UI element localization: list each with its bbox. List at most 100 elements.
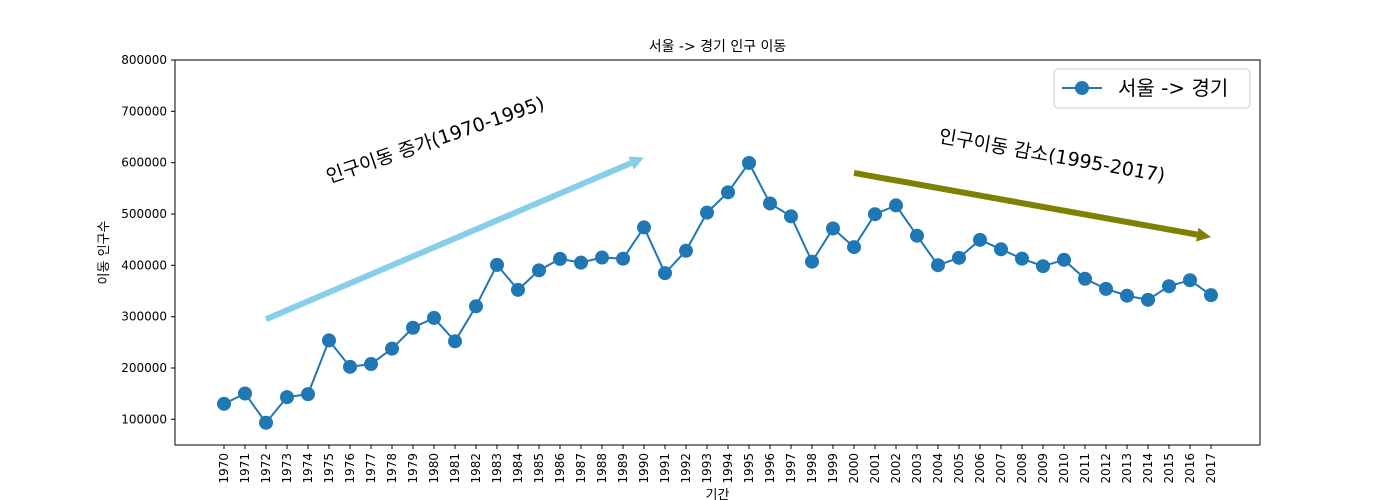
data-point [469, 299, 483, 314]
x-tick-label: 2005 [952, 453, 966, 484]
x-tick-label: 1992 [679, 453, 693, 484]
data-point [1120, 288, 1134, 303]
x-tick-label: 1983 [490, 453, 504, 484]
data-point [658, 266, 672, 281]
data-point [1183, 273, 1197, 288]
x-tick-label: 1998 [805, 453, 819, 484]
data-point [343, 359, 357, 374]
x-tick-label: 1982 [469, 453, 483, 484]
x-tick-label: 1976 [343, 453, 357, 484]
data-point [1015, 251, 1029, 266]
x-tick-label: 1990 [637, 453, 651, 484]
x-tick-label: 2013 [1120, 453, 1134, 484]
x-tick-label: 1991 [658, 453, 672, 484]
data-point [826, 221, 840, 236]
x-tick-label: 1988 [595, 453, 609, 484]
chart-title: 서울 -> 경기 인구 이동 [649, 39, 787, 55]
data-point [910, 228, 924, 243]
data-point [301, 387, 315, 402]
x-tick-label: 1972 [259, 453, 273, 484]
data-point [721, 185, 735, 200]
data-point [1162, 279, 1176, 294]
y-axis-title: 이동 인구수 [97, 220, 112, 284]
data-point [616, 251, 630, 266]
x-tick-label: 1995 [742, 453, 756, 484]
x-tick-label: 1989 [616, 453, 630, 484]
trend-arrow-head [1195, 227, 1211, 242]
data-point [280, 390, 294, 405]
data-point [1036, 259, 1050, 274]
x-tick-label: 1970 [217, 453, 231, 484]
x-tick-label: 2014 [1141, 453, 1155, 484]
plot-frame [174, 59, 1261, 446]
trend-arrow-shaft [853, 169, 1198, 238]
x-tick-label: 1979 [406, 453, 420, 484]
x-tick-label: 2008 [1015, 453, 1029, 484]
data-point [931, 258, 945, 273]
axis-ticks: 100000 200000 300000 400000 500000 600000 7000… [121, 53, 1218, 484]
y-tick-label: 200000 [121, 361, 167, 375]
legend-marker [1075, 81, 1089, 95]
x-tick-label: 1980 [427, 453, 441, 484]
data-point [406, 320, 420, 335]
series-line [223, 161, 1212, 425]
y-tick-label: 100000 [121, 412, 167, 426]
x-axis-title: 기간 [706, 488, 730, 500]
annotations: 인구이동 증가(1970-1995) 인구이동 감소(1995-2017) [264, 92, 1211, 322]
x-tick-label: 1993 [700, 453, 714, 484]
x-tick-label: 1978 [385, 453, 399, 484]
data-point [973, 232, 987, 247]
data-point [574, 255, 588, 270]
x-tick-label: 1987 [574, 453, 588, 484]
trend-arrow-head [628, 156, 644, 170]
data-point [994, 242, 1008, 257]
data-point [1099, 281, 1113, 296]
data-point [448, 334, 462, 349]
trend-arrow-shaft [264, 160, 633, 322]
y-tick-label: 700000 [121, 104, 167, 118]
x-tick-label: 2007 [994, 453, 1008, 484]
data-point [1057, 252, 1071, 267]
x-tick-label: 2004 [931, 453, 945, 484]
data-point [805, 254, 819, 269]
data-point [364, 357, 378, 372]
x-tick-label: 1981 [448, 453, 462, 484]
data-point [511, 282, 525, 297]
x-tick-label: 2000 [847, 453, 861, 484]
x-tick-label: 2017 [1204, 453, 1218, 484]
data-point [637, 220, 651, 235]
trend-annotation-label: 인구이동 증가(1970-1995) [323, 92, 547, 187]
data-point [427, 310, 441, 325]
data-point [553, 251, 567, 266]
x-tick-label: 2012 [1099, 453, 1113, 484]
x-tick-label: 2010 [1057, 453, 1071, 484]
x-tick-label: 2009 [1036, 453, 1050, 484]
data-point [952, 250, 966, 265]
data-point [385, 341, 399, 356]
data-point [742, 155, 756, 170]
data-point [700, 205, 714, 220]
x-tick-label: 1997 [784, 453, 798, 484]
x-tick-label: 1984 [511, 453, 525, 484]
data-point [868, 207, 882, 222]
data-point [238, 386, 252, 401]
data-point [1078, 271, 1092, 286]
data-point [595, 250, 609, 265]
x-tick-label: 1986 [553, 453, 567, 484]
x-tick-label: 1977 [364, 453, 378, 484]
x-tick-label: 1996 [763, 453, 777, 484]
x-tick-label: 1999 [826, 453, 840, 484]
x-tick-label: 1994 [721, 453, 735, 484]
x-tick-label: 2015 [1162, 453, 1176, 484]
data-point [784, 209, 798, 224]
data-point [259, 415, 273, 430]
x-tick-label: 2006 [973, 453, 987, 484]
trend-annotation-label: 인구이동 감소(1995-2017) [937, 125, 1167, 186]
data-point [1141, 292, 1155, 307]
data-point [889, 198, 903, 213]
legend-box [1053, 68, 1251, 109]
y-tick-label: 500000 [121, 207, 167, 221]
y-tick-label: 600000 [121, 156, 167, 170]
x-tick-label: 1985 [532, 453, 546, 484]
